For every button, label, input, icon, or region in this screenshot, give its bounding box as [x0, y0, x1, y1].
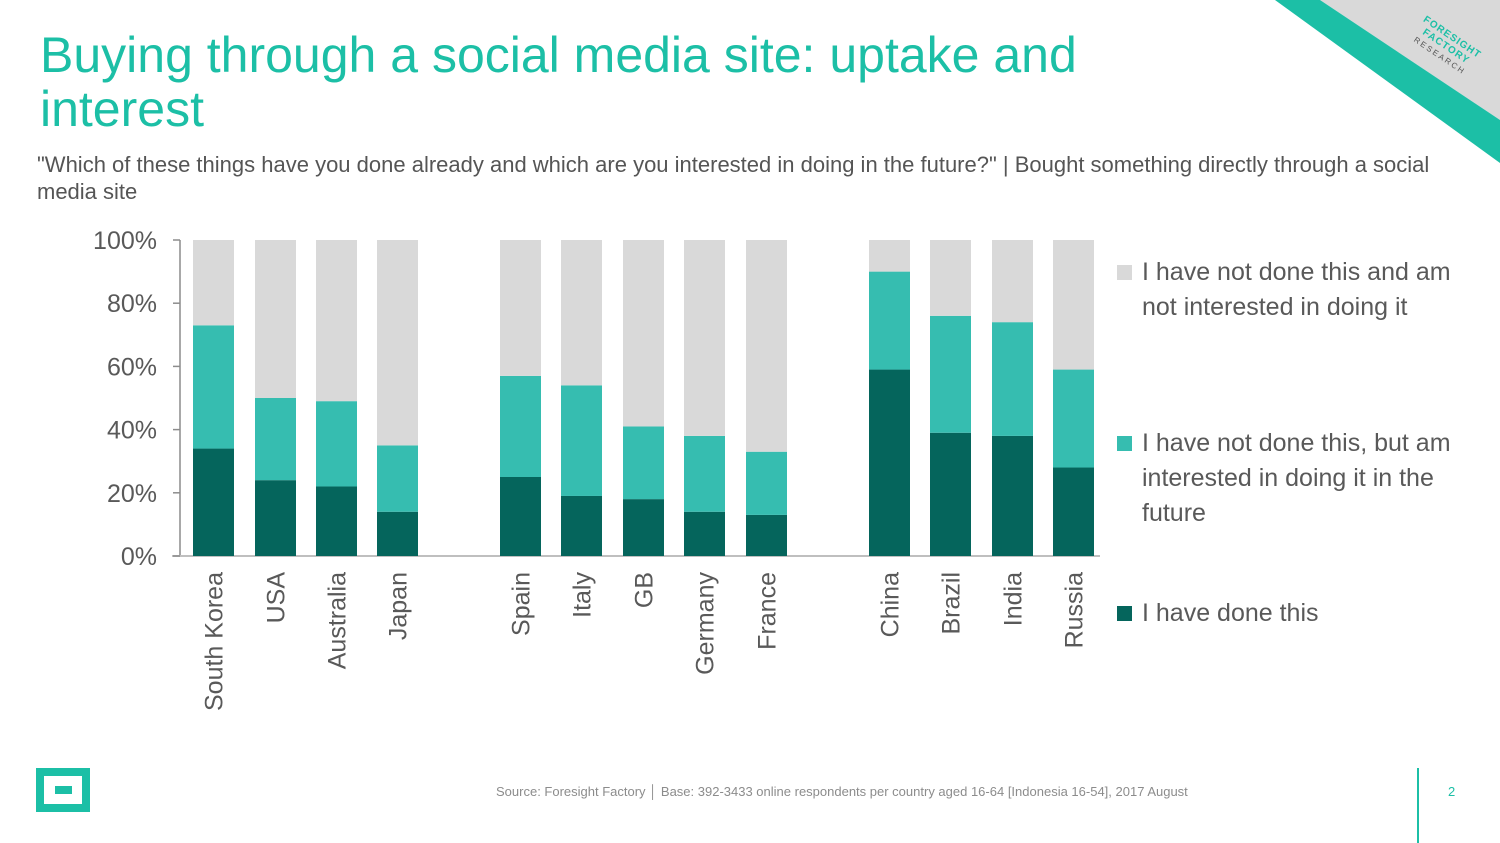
x-tick-label: Russia — [1061, 572, 1089, 649]
bar-segment-done — [561, 495, 602, 556]
bar-segment-done — [623, 499, 664, 556]
corner-tag-stripe — [1275, 0, 1500, 163]
bar-segment-interested — [869, 271, 910, 370]
bar-segment-not-interested — [193, 240, 234, 326]
bar-stack — [561, 240, 602, 556]
stacked-bar-chart: 0% 20% 40% 60% 80% 100% South Korea USA Austral… — [93, 227, 1100, 711]
bar-segment-not-interested — [992, 240, 1033, 323]
bar-stack — [377, 240, 418, 556]
bar-segment-interested — [561, 385, 602, 496]
brand-square-logo-icon — [36, 768, 90, 812]
bar-stack — [316, 240, 357, 556]
x-tick-label: India — [1000, 572, 1028, 626]
x-tick-label: Spain — [508, 572, 536, 636]
bar-segment-done — [255, 480, 296, 556]
y-tick-label: 40% — [107, 417, 157, 445]
bar-stack — [869, 240, 910, 556]
bar-segment-interested — [684, 435, 725, 512]
legend-label-done: I have done this — [1142, 599, 1319, 627]
x-axis-labels: South Korea USA Australia Japan Spain Italy GB… — [201, 572, 1089, 711]
bar-segment-not-interested — [746, 240, 787, 452]
bar-stack — [684, 240, 725, 556]
legend-label-not-interested: I have not done this and am not interest… — [1142, 258, 1451, 321]
bar-segment-done — [684, 511, 725, 556]
x-tick-label: China — [877, 572, 905, 637]
x-tick-label: Brazil — [938, 572, 966, 635]
legend-swatch-interested — [1117, 436, 1132, 451]
x-tick-label: Italy — [569, 572, 597, 618]
bar-segment-not-interested — [930, 240, 971, 316]
slide-title: Buying through a social media site: upta… — [40, 27, 1077, 137]
bar-stack — [193, 240, 234, 556]
legend-swatch-done — [1117, 606, 1132, 621]
bar-segment-not-interested — [377, 240, 418, 446]
bar-segment-not-interested — [500, 240, 541, 376]
bar-stack — [1053, 240, 1094, 556]
page-number: 2 — [1448, 784, 1456, 799]
bar-segment-not-interested — [561, 240, 602, 386]
bar-stack — [255, 240, 296, 556]
bar-segment-not-interested — [255, 240, 296, 398]
legend-label-interested: I have not done this, but am interested … — [1142, 429, 1451, 527]
bar-stack — [930, 240, 971, 556]
y-tick-label: 60% — [107, 353, 157, 381]
bar-segment-done — [746, 514, 787, 556]
bar-segment-done — [930, 432, 971, 556]
bar-segment-interested — [500, 375, 541, 477]
bar-segment-interested — [255, 398, 296, 481]
bar-segment-done — [377, 511, 418, 556]
legend-swatch-not-interested — [1117, 265, 1132, 280]
x-tick-label: France — [754, 572, 782, 650]
bar-segment-interested — [992, 322, 1033, 436]
x-tick-label: USA — [263, 572, 291, 624]
bar-stack — [500, 240, 541, 556]
bar-segment-interested — [377, 445, 418, 512]
x-tick-label: Germany — [692, 572, 720, 675]
bar-segment-not-interested — [1053, 240, 1094, 370]
bars — [193, 240, 1094, 556]
bar-segment-not-interested — [316, 240, 357, 402]
bar-stack — [746, 240, 787, 556]
x-tick-label: Japan — [385, 572, 413, 640]
x-tick-label: GB — [631, 572, 659, 608]
slide-subtitle: "Which of these things have you done alr… — [37, 152, 1430, 204]
brand-corner-tag: FORESIGHT FACTORY RESEARCH — [1275, 0, 1500, 163]
footer-source-note: Source: Foresight Factory │ Base: 392-34… — [496, 784, 1188, 799]
bar-segment-done — [500, 477, 541, 556]
bar-segment-interested — [1053, 369, 1094, 468]
footer-divider — [1417, 768, 1419, 843]
y-tick-label: 80% — [107, 290, 157, 318]
bar-segment-done — [193, 448, 234, 556]
bar-segment-not-interested — [623, 240, 664, 427]
bar-segment-interested — [746, 451, 787, 515]
bar-segment-interested — [193, 325, 234, 449]
bar-segment-interested — [623, 426, 664, 500]
y-tick-label: 100% — [93, 227, 157, 255]
x-tick-label: South Korea — [201, 572, 229, 711]
bar-segment-done — [992, 435, 1033, 556]
bar-segment-done — [1053, 467, 1094, 556]
bar-segment-done — [316, 486, 357, 556]
y-tick-label: 20% — [107, 480, 157, 508]
bar-stack — [623, 240, 664, 556]
y-tick-label: 0% — [121, 543, 157, 571]
bar-segment-done — [869, 369, 910, 556]
bar-segment-not-interested — [869, 240, 910, 272]
bar-stack — [992, 240, 1033, 556]
bar-segment-interested — [316, 401, 357, 487]
bar-segment-not-interested — [684, 240, 725, 436]
bar-segment-interested — [930, 315, 971, 433]
x-tick-label: Australia — [324, 572, 352, 669]
